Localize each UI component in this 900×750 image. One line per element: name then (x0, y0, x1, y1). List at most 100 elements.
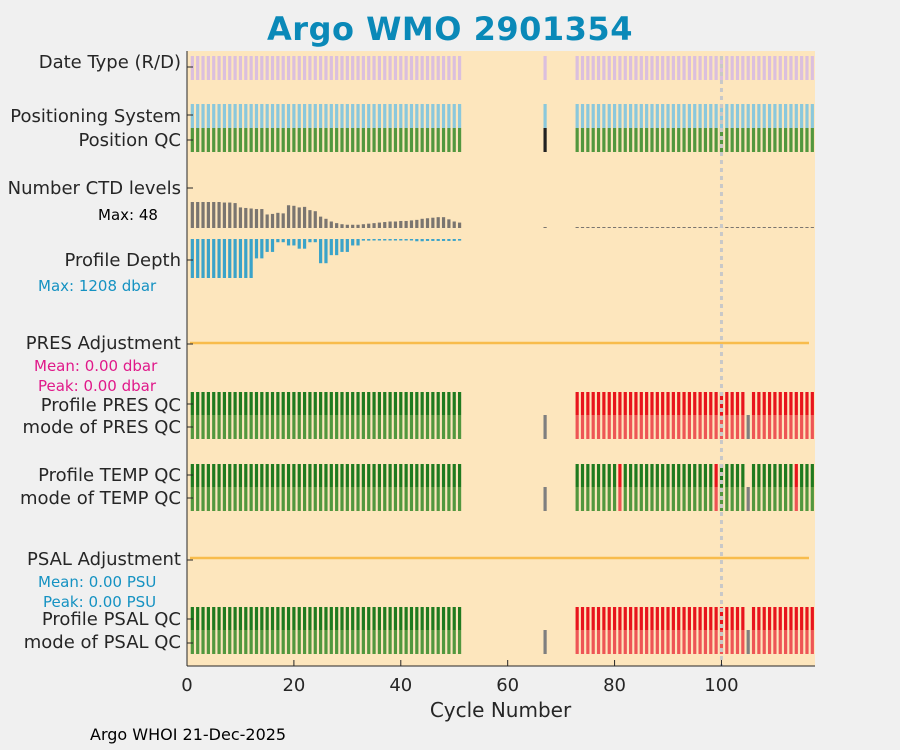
temp-qc-mode-bar (409, 487, 414, 511)
positioning-system-bar (329, 104, 333, 128)
date-type-bar (399, 56, 403, 80)
temp-qc-profile-bar (260, 464, 264, 487)
temp-qc-mode-bar (447, 487, 451, 511)
temp-qc-mode-bar (650, 487, 654, 511)
temp-qc-mode-bar (639, 487, 643, 511)
pres-qc-profile-bar (805, 392, 809, 415)
positioning-system-bar (543, 104, 547, 128)
ctd-level-bar (345, 224, 349, 228)
pres-qc-mode-bar (586, 415, 590, 439)
position-qc-bar (233, 128, 237, 152)
temp-qc-mode-bar (730, 487, 734, 511)
pres-qc-profile-bar (629, 392, 633, 415)
psal-qc-profile-bar (308, 607, 312, 630)
x-tick-label: 20 (282, 675, 306, 696)
positioning-system-bar (415, 104, 419, 128)
ctd-level-bar (618, 227, 622, 228)
psal-qc-mode-bar (703, 630, 708, 654)
position-qc-bar (244, 128, 248, 152)
psal-qc-mode-bar (319, 630, 323, 654)
profile-depth-bar (201, 239, 205, 278)
date-type-bar (302, 56, 307, 80)
date-type-bar (345, 56, 349, 80)
psal-qc-mode-bar (238, 630, 243, 654)
pres-qc-profile-bar (618, 392, 622, 415)
ctd-level-bar (292, 205, 296, 228)
positioning-system-bar (650, 104, 654, 128)
position-qc-bar (436, 128, 440, 152)
temp-qc-mode-bar (399, 487, 403, 511)
psal-qc-mode-bar (767, 630, 772, 654)
date-type-bar (361, 56, 365, 80)
ctd-level-bar (650, 227, 654, 228)
pres-qc-profile-bar (212, 392, 216, 415)
position-qc-bar (725, 128, 729, 152)
temp-qc-mode-bar (319, 487, 323, 511)
temp-qc-profile-bar (222, 464, 227, 487)
ctd-level-bar (612, 227, 617, 228)
psal-qc-profile-bar (270, 607, 275, 630)
psal-qc-mode-bar (447, 630, 451, 654)
temp-qc-profile-bar (345, 464, 349, 487)
profile-depth-bar (425, 239, 430, 241)
profile-depth-bar (367, 239, 371, 241)
profile-depth-bar (313, 239, 317, 243)
psal-qc-profile-bar (254, 607, 259, 630)
temp-qc-profile-bar (351, 464, 355, 487)
positioning-system-bar (324, 104, 328, 128)
temp-qc-mode-bar (800, 487, 804, 511)
ctd-level-bar (677, 227, 681, 228)
psal-qc-mode-bar (789, 630, 793, 654)
label-date-type: Date Type (R/D) (38, 52, 181, 73)
ctd-level-bar (794, 227, 798, 228)
position-qc-bar (757, 128, 761, 152)
date-type-bar (618, 56, 622, 80)
psal-qc-mode-bar (580, 630, 585, 654)
temp-qc-profile-bar (596, 464, 601, 487)
pres-qc-mode-bar (645, 415, 649, 439)
date-type-bar (623, 56, 627, 80)
profile-depth-bar (260, 239, 264, 259)
profile-depth-bar (377, 239, 382, 241)
psal-qc-mode-bar (655, 630, 659, 654)
pres-qc-profile-bar (383, 392, 387, 415)
psal-qc-mode-bar (575, 630, 579, 654)
positioning-system-bar (575, 104, 579, 128)
temp-qc-profile-bar (805, 464, 809, 487)
pres-qc-profile-bar (762, 392, 766, 415)
ctd-level-bar (596, 227, 601, 228)
position-qc-bar (345, 128, 349, 152)
psal-qc-profile-bar (709, 607, 713, 630)
positioning-system-bar (639, 104, 643, 128)
temp-qc-profile-bar (206, 464, 210, 487)
temp-qc-profile-bar (254, 464, 259, 487)
psal-qc-profile-bar (634, 607, 638, 630)
position-qc-bar (404, 128, 408, 152)
psal-qc-mode-bar (629, 630, 633, 654)
temp-qc-profile-bar (682, 464, 686, 487)
psal-qc-profile-bar (286, 607, 291, 630)
pres-qc-profile-bar (313, 392, 317, 415)
psal-qc-profile-bar (623, 607, 627, 630)
position-qc-bar (409, 128, 414, 152)
ctd-level-bar (276, 212, 280, 228)
positioning-system-bar (281, 104, 285, 128)
positioning-system-bar (666, 104, 670, 128)
date-type-bar (228, 56, 232, 80)
position-qc-bar (393, 128, 398, 152)
pres-qc-profile-bar (789, 392, 793, 415)
date-type-bar (286, 56, 291, 80)
temp-qc-mode-bar (698, 487, 702, 511)
pres-qc-mode-bar (677, 415, 681, 439)
date-type-bar (666, 56, 670, 80)
date-type-bar (655, 56, 659, 80)
pres-qc-mode-bar (730, 415, 734, 439)
temp-qc-profile-bar (677, 464, 681, 487)
psal-qc-profile-bar (602, 607, 606, 630)
temp-qc-mode-bar (329, 487, 333, 511)
psal-qc-profile-bar (196, 607, 200, 630)
positioning-system-bar (452, 104, 456, 128)
pres-qc-mode-bar (784, 415, 788, 439)
psal-qc-mode-bar (596, 630, 601, 654)
positioning-system-bar (596, 104, 601, 128)
